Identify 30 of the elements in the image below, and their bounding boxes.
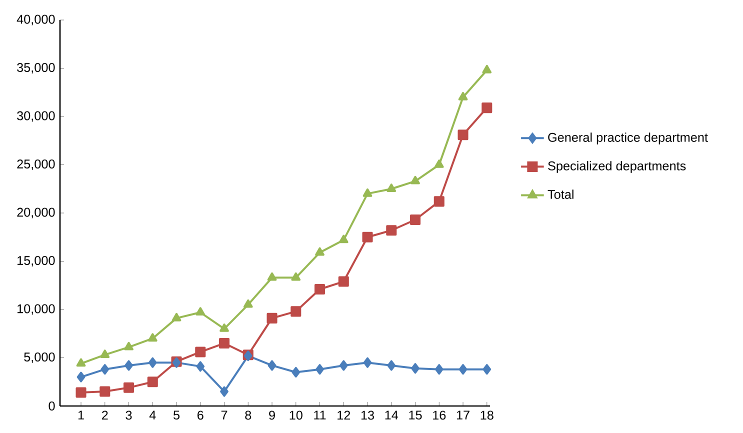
x-tick-label: 17 (456, 410, 470, 420)
y-tick-label: 35,000 (17, 63, 55, 74)
x-tick-label: 6 (198, 410, 204, 420)
y-tick-label: 15,000 (18, 256, 55, 266)
y-tick-label: 0 (48, 402, 55, 410)
legend-label: General practice department (548, 132, 708, 144)
x-tick-label: 16 (433, 410, 446, 420)
x-tick-label: 8 (245, 410, 252, 420)
x-tick-label: 4 (149, 410, 156, 420)
x-tick-label: 13 (361, 410, 374, 420)
y-tick-label: 25,000 (17, 160, 55, 170)
x-tick-label: 10 (290, 410, 302, 420)
x-tick-label: 1 (78, 410, 84, 420)
y-tick-label: 40,000 (16, 14, 55, 26)
x-tick-label: 9 (269, 410, 275, 420)
x-tick-label: 12 (338, 410, 350, 420)
legend-label: Specialized departments (548, 161, 686, 173)
legend-label: Total (548, 190, 574, 199)
y-tick-label: 10,000 (18, 304, 55, 315)
x-tick-label: 7 (221, 410, 228, 420)
y-tick-label: 5,000 (24, 352, 55, 363)
y-tick-label: 20,000 (17, 208, 55, 218)
x-tick-label: 15 (409, 410, 422, 420)
x-tick-label: 11 (314, 410, 326, 420)
y-tick-label: 30,000 (17, 111, 55, 122)
x-tick-label: 2 (102, 410, 108, 420)
x-tick-label: 14 (385, 410, 398, 420)
x-tick-label: 5 (173, 410, 180, 420)
x-tick-label: 18 (480, 410, 494, 420)
x-tick-label: 3 (126, 410, 132, 420)
